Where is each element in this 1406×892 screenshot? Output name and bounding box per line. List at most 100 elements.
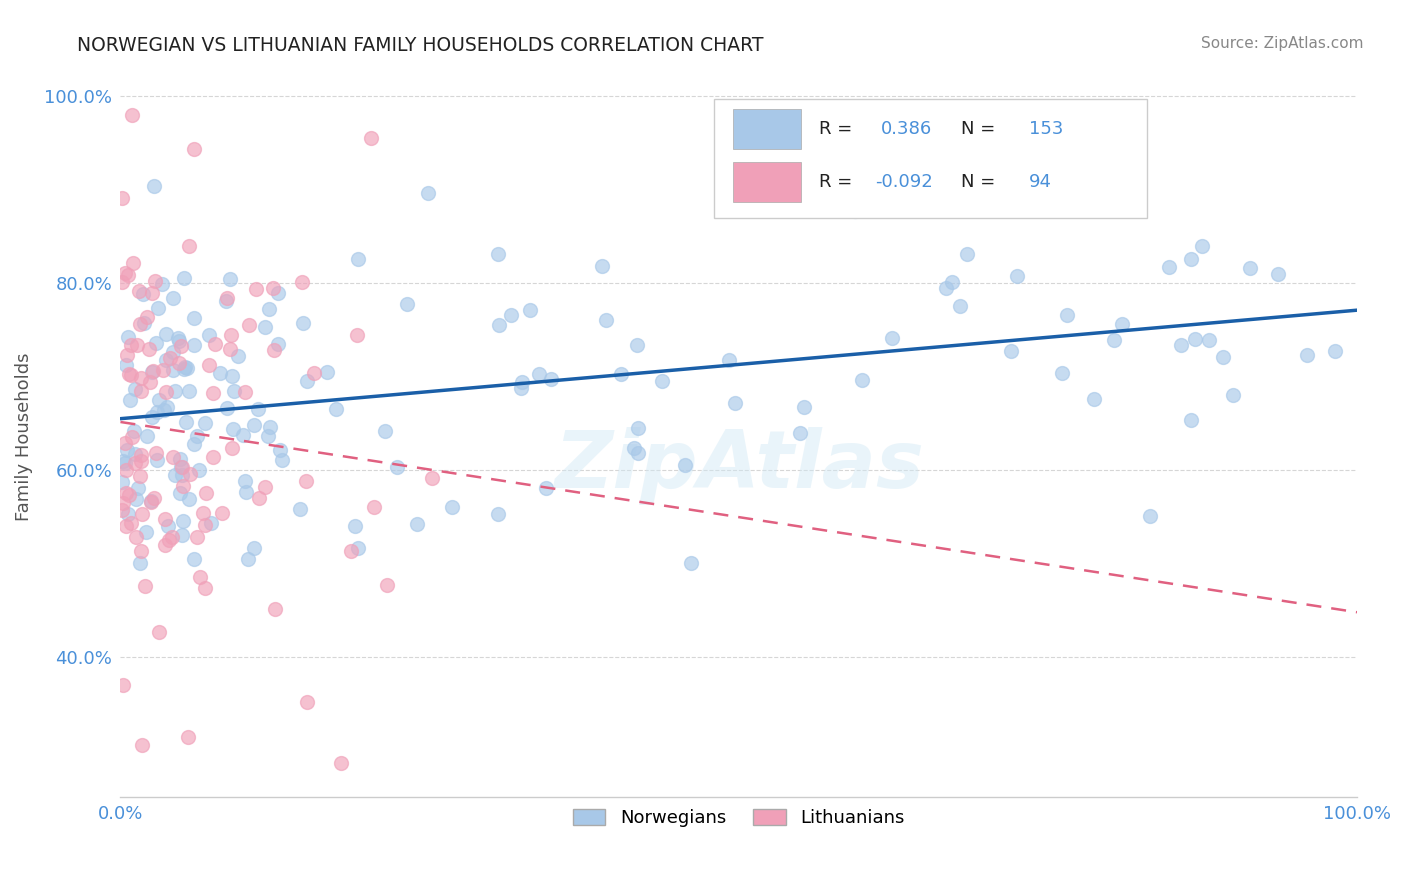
Point: [211, 506, 233, 520]
Point: [977, 201, 1000, 215]
Point: [148, 624, 170, 639]
Point: [257, 429, 280, 443]
Point: [226, 350, 249, 364]
Point: [141, 495, 163, 509]
Point: [124, 457, 146, 471]
Point: [162, 345, 184, 359]
Point: [146, 405, 169, 419]
Point: [166, 331, 188, 345]
Point: [127, 338, 149, 352]
Point: [374, 424, 396, 438]
Point: [1056, 308, 1078, 322]
Point: [111, 503, 134, 517]
Point: [232, 428, 254, 442]
Point: [1111, 318, 1133, 332]
Point: [114, 436, 136, 450]
Point: [222, 422, 245, 436]
Point: [233, 384, 256, 399]
Point: [141, 365, 163, 379]
Text: ZipAtlas: ZipAtlas: [554, 427, 924, 505]
Point: [128, 285, 150, 299]
FancyBboxPatch shape: [714, 99, 1147, 218]
Point: [170, 460, 193, 475]
Point: [163, 384, 186, 398]
Point: [501, 308, 523, 322]
Point: [121, 256, 143, 270]
Point: [186, 428, 208, 442]
Text: N =: N =: [962, 120, 1001, 138]
Point: [440, 500, 463, 515]
Point: [172, 514, 194, 528]
Point: [627, 421, 650, 435]
Point: [236, 552, 259, 566]
Point: [118, 392, 141, 407]
Point: [956, 247, 979, 261]
FancyBboxPatch shape: [733, 110, 800, 149]
Point: [294, 475, 316, 489]
Text: NORWEGIAN VS LITHUANIAN FAMILY HOUSEHOLDS CORRELATION CHART: NORWEGIAN VS LITHUANIAN FAMILY HOUSEHOLD…: [77, 36, 763, 54]
Point: [360, 131, 382, 145]
Point: [142, 364, 165, 378]
Point: [789, 425, 811, 440]
Point: [124, 447, 146, 461]
Point: [387, 460, 409, 475]
Point: [253, 480, 276, 494]
Point: [201, 450, 224, 464]
Point: [259, 419, 281, 434]
Point: [176, 361, 198, 376]
Point: [221, 328, 243, 343]
Point: [219, 343, 242, 357]
Point: [131, 738, 153, 752]
Legend: Norwegians, Lithuanians: Norwegians, Lithuanians: [565, 802, 911, 835]
Point: [179, 467, 201, 481]
Point: [222, 384, 245, 399]
Point: [406, 516, 429, 531]
Point: [138, 342, 160, 356]
Point: [169, 356, 191, 370]
Point: [173, 271, 195, 285]
Text: Source: ZipAtlas.com: Source: ZipAtlas.com: [1201, 36, 1364, 51]
Point: [262, 281, 284, 295]
Point: [191, 506, 214, 520]
Point: [346, 541, 368, 556]
Point: [160, 530, 183, 544]
Point: [673, 458, 696, 472]
Point: [128, 318, 150, 332]
Point: [540, 371, 562, 385]
Point: [143, 491, 166, 505]
Point: [159, 351, 181, 366]
Point: [117, 507, 139, 521]
Y-axis label: Family Households: Family Households: [15, 353, 32, 521]
Point: [330, 756, 353, 771]
Text: 153: 153: [1029, 120, 1064, 138]
Point: [177, 491, 200, 506]
Point: [131, 371, 153, 385]
Point: [851, 373, 873, 387]
Point: [152, 403, 174, 417]
Point: [1212, 350, 1234, 364]
Point: [267, 285, 290, 300]
Point: [141, 285, 163, 300]
Point: [115, 443, 138, 458]
Point: [170, 339, 193, 353]
Point: [172, 479, 194, 493]
Point: [263, 343, 285, 358]
Point: [114, 456, 136, 470]
Point: [595, 312, 617, 326]
Point: [186, 530, 208, 544]
Point: [152, 362, 174, 376]
Point: [291, 276, 314, 290]
Point: [129, 384, 152, 398]
Point: [145, 446, 167, 460]
Point: [134, 579, 156, 593]
Point: [519, 303, 541, 318]
Point: [651, 374, 673, 388]
Point: [302, 366, 325, 380]
Point: [247, 491, 270, 505]
Point: [1157, 260, 1180, 275]
Point: [115, 486, 138, 500]
Point: [155, 353, 177, 368]
Point: [200, 516, 222, 530]
Point: [145, 336, 167, 351]
Point: [343, 519, 366, 533]
